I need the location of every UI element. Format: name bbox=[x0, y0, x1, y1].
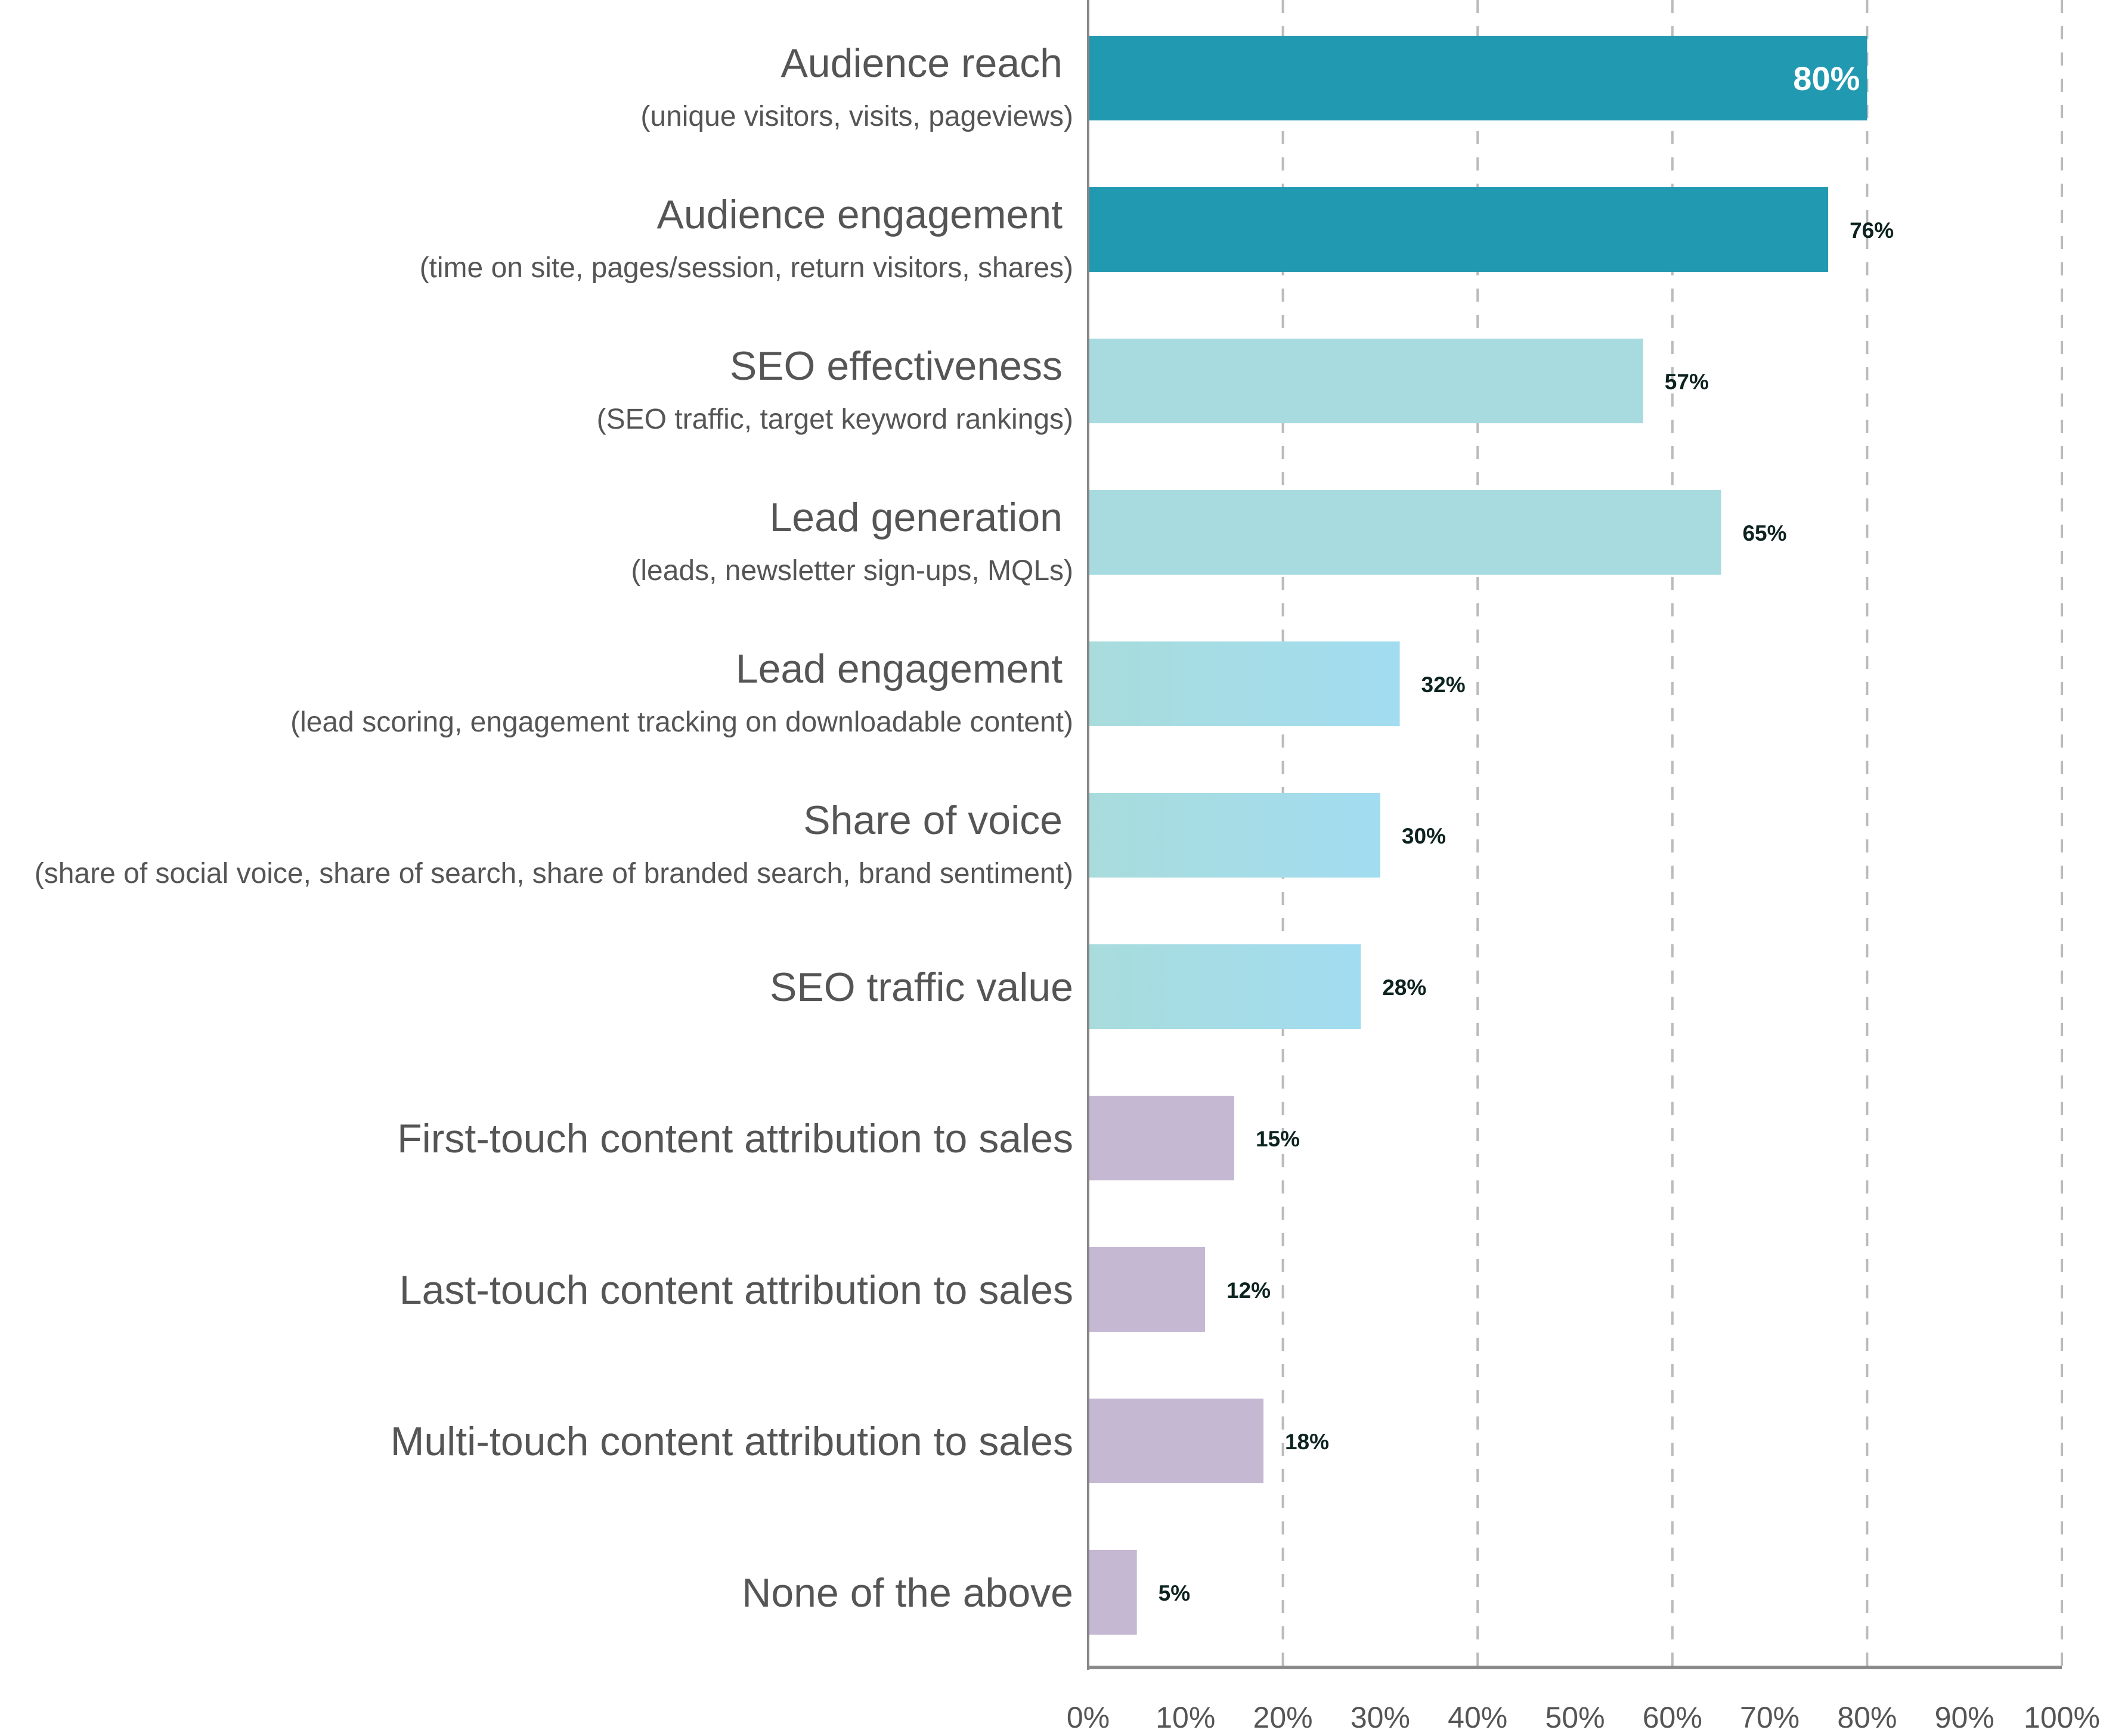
bar-4 bbox=[1088, 641, 1400, 726]
category-sublabel-4: (lead scoring, engagement tracking on do… bbox=[290, 706, 1073, 738]
category-sublabel-2: (SEO traffic, target keyword rankings) bbox=[597, 404, 1073, 435]
x-tick-label-3: 30% bbox=[1351, 1701, 1410, 1734]
value-label-2: 57% bbox=[1665, 370, 1709, 394]
value-label-4: 32% bbox=[1421, 672, 1466, 697]
bar-3 bbox=[1088, 490, 1721, 575]
x-tick-label-9: 90% bbox=[1935, 1701, 1994, 1734]
bars: 80% 76% 57% 65% 32% 30% 28% 15% 12% 18% 5% bbox=[1088, 36, 1894, 1635]
x-tick-label-7: 70% bbox=[1740, 1701, 1800, 1734]
bar-6 bbox=[1088, 944, 1361, 1029]
x-tick-label-2: 20% bbox=[1253, 1701, 1313, 1734]
value-label-8: 12% bbox=[1227, 1278, 1271, 1303]
x-tick-label-8: 80% bbox=[1837, 1701, 1897, 1734]
category-label-1: Audience engagement bbox=[656, 192, 1063, 237]
value-label-6: 28% bbox=[1382, 975, 1426, 1000]
category-label-9: Multi-touch content attribution to sales bbox=[391, 1419, 1073, 1464]
bar-1 bbox=[1088, 187, 1829, 272]
value-label-5: 30% bbox=[1402, 824, 1446, 848]
value-label-3: 65% bbox=[1742, 521, 1786, 545]
axes: 0% 10% 20% 30% 40% 50% 60% 70% 80% 90% 100% bbox=[1067, 0, 2100, 1734]
bar-9 bbox=[1088, 1399, 1263, 1483]
category-label-4: Lead engagement bbox=[736, 646, 1063, 692]
x-tick-label-6: 60% bbox=[1643, 1701, 1702, 1734]
category-label-0: Audience reach bbox=[781, 41, 1063, 86]
bar-2 bbox=[1088, 339, 1643, 423]
category-label-6: SEO traffic value bbox=[770, 965, 1073, 1010]
category-label-5: Share of voice bbox=[803, 798, 1063, 843]
category-label-10: None of the above bbox=[742, 1570, 1073, 1616]
x-tick-label-1: 10% bbox=[1156, 1701, 1215, 1734]
x-tick-label-4: 40% bbox=[1448, 1701, 1507, 1734]
category-label-3: Lead generation bbox=[769, 495, 1063, 540]
x-tick-label-0: 0% bbox=[1067, 1701, 1110, 1734]
category-sublabel-3: (leads, newsletter sign-ups, MQLs) bbox=[631, 555, 1073, 587]
value-label-9: 18% bbox=[1285, 1430, 1329, 1454]
x-tick-label-10: 100% bbox=[2024, 1701, 2100, 1734]
bar-0 bbox=[1088, 36, 1867, 120]
category-label-7: First-touch content attribution to sales bbox=[397, 1116, 1073, 1161]
bar-8 bbox=[1088, 1247, 1205, 1332]
value-label-7: 15% bbox=[1256, 1127, 1300, 1151]
category-sublabel-5: (share of social voice, share of search,… bbox=[35, 858, 1073, 889]
bar-10 bbox=[1088, 1550, 1137, 1635]
x-tick-label-5: 50% bbox=[1545, 1701, 1605, 1734]
bar-5 bbox=[1088, 793, 1380, 878]
value-label-1: 76% bbox=[1850, 218, 1894, 243]
category-sublabel-0: (unique visitors, visits, pageviews) bbox=[640, 101, 1073, 132]
category-label-2: SEO effectiveness bbox=[730, 343, 1063, 389]
value-label-0: 80% bbox=[1793, 60, 1860, 97]
bar-7 bbox=[1088, 1096, 1234, 1180]
category-label-8: Last-touch content attribution to sales bbox=[399, 1267, 1073, 1313]
value-label-10: 5% bbox=[1159, 1581, 1190, 1605]
category-labels: Audience reach (unique visitors, visits, … bbox=[35, 41, 1073, 1616]
category-sublabel-1: (time on site, pages/session, return vis… bbox=[420, 252, 1073, 284]
